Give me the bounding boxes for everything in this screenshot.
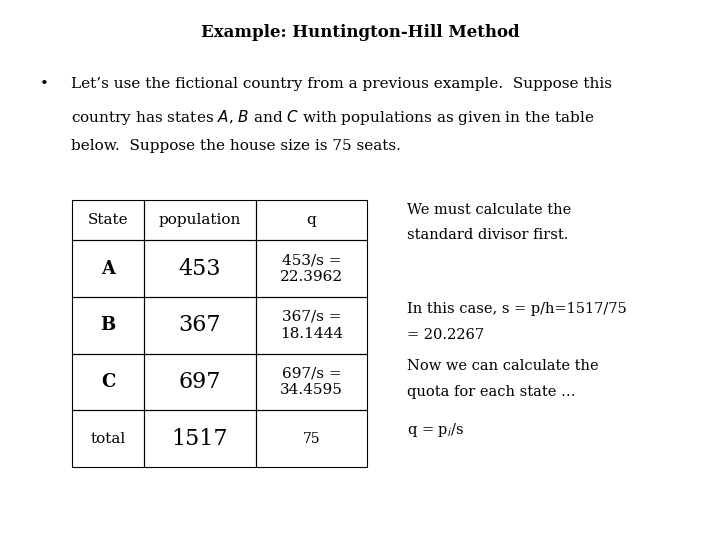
Text: Now we can calculate the: Now we can calculate the (407, 359, 598, 373)
Text: 367: 367 (179, 314, 221, 336)
Bar (144, 354, 256, 410)
Text: 1517: 1517 (171, 428, 228, 450)
Text: 367/s =
18.1444: 367/s = 18.1444 (280, 310, 343, 341)
Bar (144, 410, 256, 467)
Text: q: q (307, 213, 316, 227)
Text: 697: 697 (179, 371, 221, 393)
Text: below.  Suppose the house size is 75 seats.: below. Suppose the house size is 75 seat… (71, 139, 400, 153)
Text: C: C (101, 373, 115, 391)
Text: quota for each state …: quota for each state … (407, 385, 575, 399)
Text: country has states $A$, $B$ and $C$ with populations as given in the table: country has states $A$, $B$ and $C$ with… (71, 108, 594, 127)
Bar (72, 410, 144, 467)
Text: •: • (40, 77, 48, 91)
Bar (256, 240, 367, 297)
Bar (72, 240, 144, 297)
Bar (144, 200, 256, 240)
Bar (256, 200, 367, 240)
Text: Example: Huntington-Hill Method: Example: Huntington-Hill Method (201, 24, 519, 41)
Text: 697/s =
34.4595: 697/s = 34.4595 (280, 367, 343, 397)
Text: Let’s use the fictional country from a previous example.  Suppose this: Let’s use the fictional country from a p… (71, 77, 611, 91)
Bar (256, 297, 367, 354)
Text: 453/s =
22.3962: 453/s = 22.3962 (280, 253, 343, 284)
Text: 453: 453 (179, 258, 221, 280)
Bar (144, 240, 256, 297)
Text: standard divisor first.: standard divisor first. (407, 228, 568, 242)
Text: 75: 75 (302, 432, 320, 445)
Text: We must calculate the: We must calculate the (407, 202, 571, 217)
Text: population: population (158, 213, 241, 227)
Text: In this case, s = p/h=1517/75: In this case, s = p/h=1517/75 (407, 302, 626, 316)
Bar (144, 297, 256, 354)
Text: B: B (100, 316, 116, 334)
Bar (256, 410, 367, 467)
Text: A: A (101, 260, 115, 278)
Bar (72, 200, 144, 240)
Text: q = p$_i$/s: q = p$_i$/s (407, 421, 464, 439)
Text: = 20.2267: = 20.2267 (407, 328, 484, 342)
Bar (256, 354, 367, 410)
Text: State: State (88, 213, 128, 227)
Bar (72, 354, 144, 410)
Bar (72, 297, 144, 354)
Text: total: total (91, 432, 125, 445)
